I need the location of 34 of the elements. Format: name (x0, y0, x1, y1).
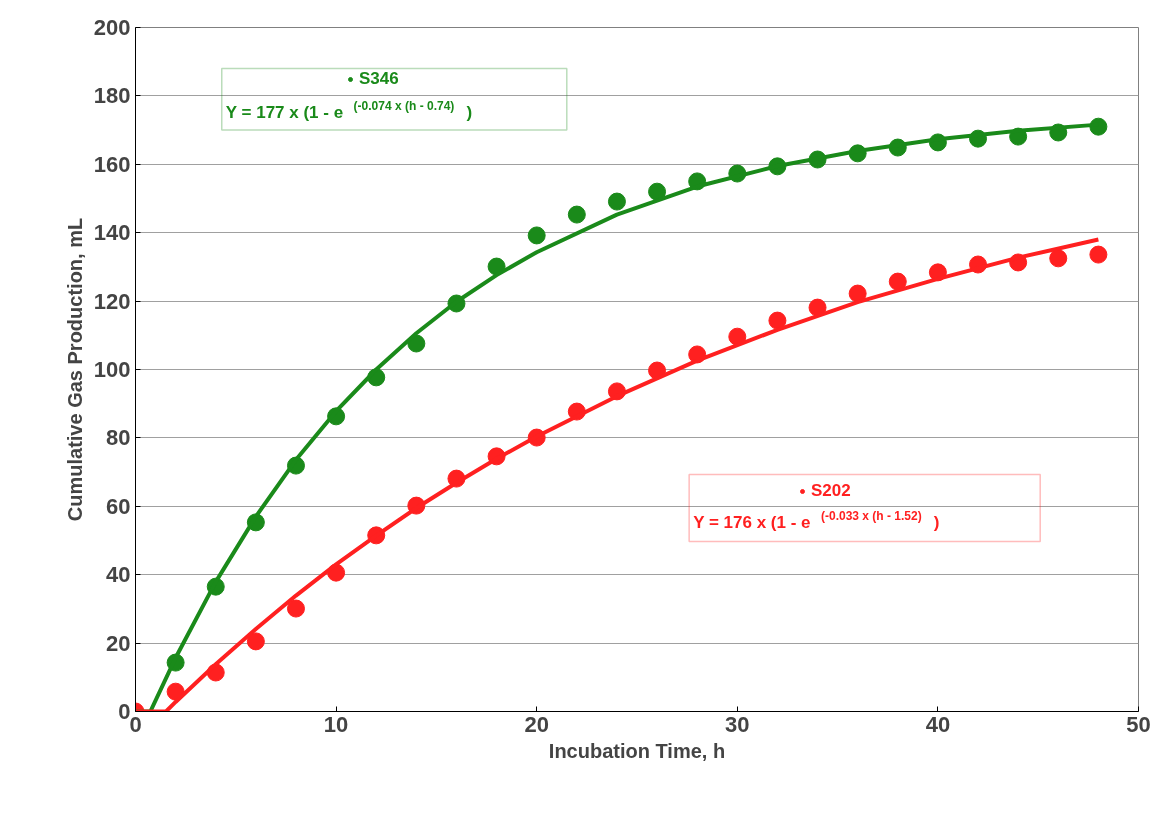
point (888, 272, 907, 291)
y-tick-label: 100 (93, 357, 131, 382)
point (567, 205, 586, 224)
line-series (135, 237, 1101, 712)
point (848, 284, 867, 303)
y-tick-label: 180 (93, 83, 131, 109)
y-tick-label: 40 (106, 562, 131, 588)
point (768, 311, 787, 330)
y-tick-label: 20 (106, 630, 131, 656)
y-axis-title: Cumulative Gas Production, mL (63, 217, 86, 522)
point (728, 327, 747, 346)
x-tick-label: 40 (925, 711, 951, 737)
x-tick-label: 30 (725, 711, 750, 737)
legend-label: S202 (811, 481, 851, 501)
y-tick-label: 120 (93, 288, 131, 314)
x-tick-label: 20 (524, 711, 549, 737)
annotation: Y = 176 x (1 - e(-0.033 x (h - 1.52) ) (693, 508, 940, 533)
point (607, 192, 626, 211)
x-tick-label: 10 (323, 711, 349, 737)
y-tick-label: 80 (106, 425, 131, 451)
y-tick-label: 140 (93, 220, 131, 246)
point (286, 599, 305, 618)
x-tick-label: 50 (1126, 711, 1151, 737)
y-tick-label: 160 (93, 151, 131, 177)
point (527, 226, 546, 245)
point (1049, 249, 1068, 268)
annotation: Y = 177 x (1 - e(-0.074 x (h - 0.74) ) (225, 98, 473, 123)
point (1089, 245, 1108, 264)
point (648, 182, 667, 201)
y-tick-label: 200 (93, 15, 131, 40)
point (246, 632, 265, 651)
y-tick-label: 60 (106, 493, 131, 519)
legend-label: S346 (359, 69, 399, 89)
x-axis-title: Incubation Time, h (548, 739, 726, 762)
